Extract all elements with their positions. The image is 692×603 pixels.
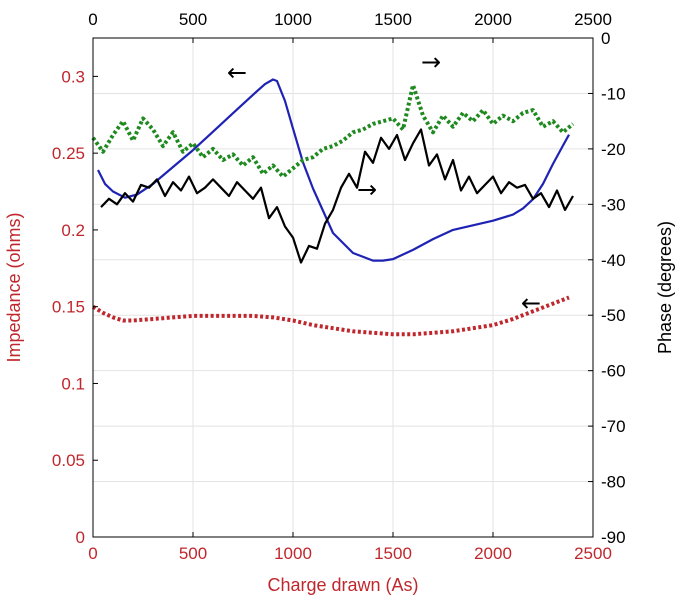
x-tick-label-bottom: 1000 <box>274 544 312 563</box>
y-right-tick-label: -80 <box>601 473 626 492</box>
y-left-tick-label: 0.25 <box>52 144 85 163</box>
series-red-impedance-line <box>91 295 570 337</box>
x-tick-label-bottom: 1500 <box>374 544 412 563</box>
y-left-tick-label: 0.1 <box>61 374 85 393</box>
y-right-tick-label: -70 <box>601 417 626 436</box>
y-left-tick-label: 0.3 <box>61 67 85 86</box>
x-tick-label-top: 2000 <box>474 10 512 29</box>
series-blue-impedance-line <box>97 78 570 262</box>
y-right-tick-label: -20 <box>601 140 626 159</box>
x-tick-label-bottom: 0 <box>88 544 97 563</box>
annotation-arrow: → <box>357 175 377 203</box>
annotation-arrow: ← <box>227 58 247 86</box>
y-right-tick-label: -30 <box>601 195 626 214</box>
annotation-arrow: ← <box>521 289 541 317</box>
x-tick-label-top: 500 <box>179 10 207 29</box>
y-left-tick-label: 0.05 <box>52 451 85 470</box>
y-right-tick-label: -10 <box>601 84 626 103</box>
x-axis-bottom: 0 500 1000 1500 2000 2500 <box>88 532 612 563</box>
y-axis-left-title: Impedance (ohms) <box>4 212 24 362</box>
y-left-tick-label: 0 <box>76 528 85 547</box>
x-tick-label-bottom: 500 <box>179 544 207 563</box>
x-tick-label-top: 1000 <box>274 10 312 29</box>
y-right-tick-label: -90 <box>601 528 626 547</box>
y-right-tick-label: -40 <box>601 251 626 270</box>
y-axis-right: 0 -10 -20 -30 -40 -50 -60 -70 -80 -90 <box>588 29 626 547</box>
plot-area-frame <box>92 37 594 538</box>
annotation-arrow: → <box>421 48 441 76</box>
y-left-tick-label: 0.2 <box>61 221 85 240</box>
y-right-tick-label: -60 <box>601 362 626 381</box>
y-right-tick-label: 0 <box>601 29 610 48</box>
series-green-phase-line <box>91 83 575 179</box>
y-axis-left: 0 0.05 0.1 0.15 0.2 0.25 0.3 <box>52 67 98 547</box>
x-tick-label-bottom: 2000 <box>474 544 512 563</box>
x-tick-label-top: 2500 <box>574 10 612 29</box>
annotation-arrows: ← → → ← <box>227 48 541 317</box>
x-tick-label-top: 0 <box>88 10 97 29</box>
y-left-tick-label: 0.15 <box>52 298 85 317</box>
series-black-phase-line <box>100 128 574 264</box>
x-axis-title: Charge drawn (As) <box>267 575 418 595</box>
x-tick-label-top: 1500 <box>374 10 412 29</box>
data-series <box>91 78 575 337</box>
grid-lines <box>92 37 594 538</box>
x-axis-top: 0 500 1000 1500 2000 2500 <box>88 10 612 43</box>
y-right-tick-label: -50 <box>601 306 626 325</box>
y-axis-right-title: Phase (degrees) <box>655 221 675 354</box>
x-tick-label-bottom: 2500 <box>574 544 612 563</box>
